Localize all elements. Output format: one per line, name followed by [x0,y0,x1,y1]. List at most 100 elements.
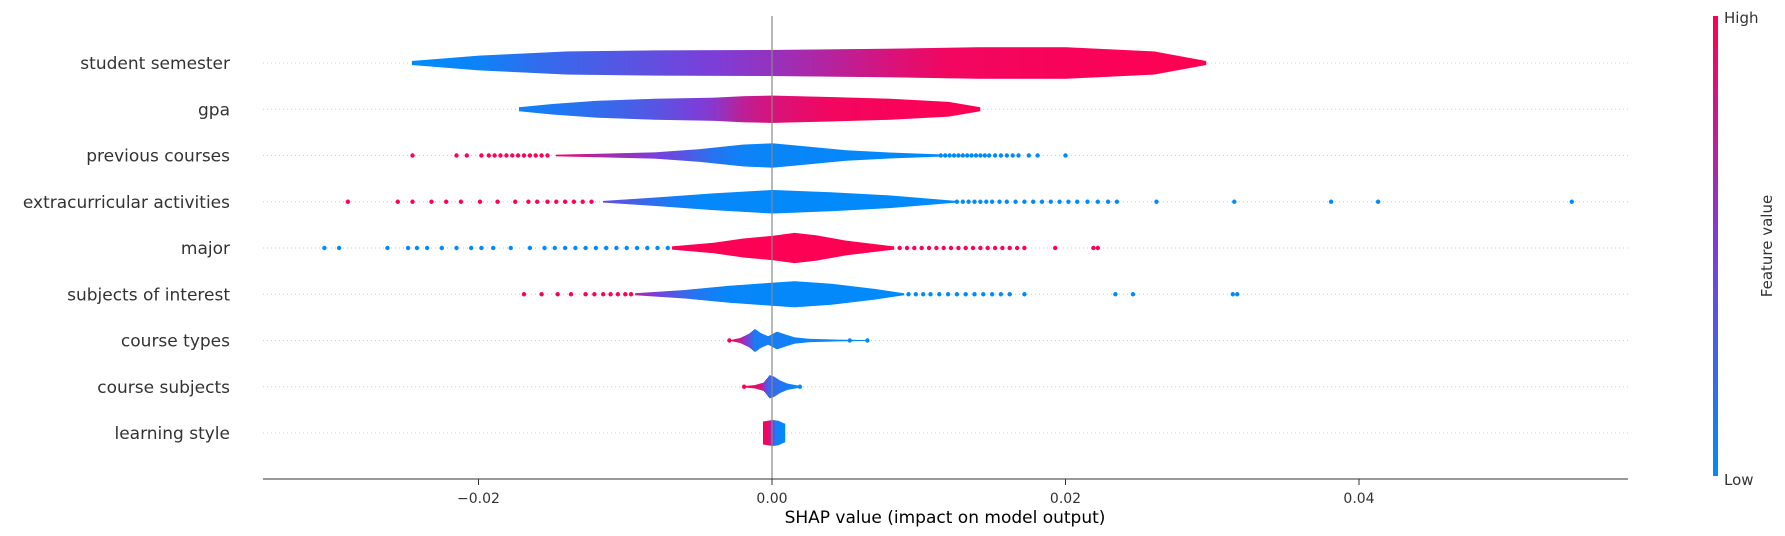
violin-slice [808,234,810,262]
violin-slice [649,152,651,159]
violin-slice [902,153,904,158]
violin-slice [543,104,545,114]
violin-slice [851,193,853,211]
violin-slice [719,50,721,76]
violin-slice [1171,54,1173,72]
violin-slice [658,197,660,207]
violin-slice [882,245,884,251]
violin-slice [972,47,974,79]
violin-slice [654,197,656,206]
violin-slice [743,238,745,258]
violin-slice [774,143,776,168]
violin-slice [617,50,619,76]
violin-slice [682,150,684,161]
violin-slice [968,47,970,79]
violin-slice [505,54,507,72]
violin-slice [905,48,907,78]
violin-slice [852,150,854,161]
violin-slice [620,199,622,204]
violin-slice [625,153,627,158]
violin-slice [900,48,902,78]
violin-slice [768,236,770,260]
violin-slice [875,151,877,160]
violin-slice [945,101,947,117]
violin-slice [497,54,499,72]
violin-slice [812,282,814,307]
violin-slice [781,95,783,123]
violin-slice [773,333,775,348]
violin-slice [1092,48,1094,78]
violin-slice [877,289,879,300]
violin-slice [865,287,867,301]
violin-slice [957,103,959,116]
violin-slice [656,98,658,120]
violin-slice [726,97,728,122]
violin-slice [835,97,837,122]
violin-slice [634,50,636,76]
violin-slice [778,420,780,446]
violin-slice [773,49,775,77]
outlier-dot-low [1375,199,1381,204]
violin-slice [655,50,657,76]
violin-slice [865,243,867,253]
violin-slice [759,143,761,168]
violin-slice [775,282,777,306]
violin-slice [874,288,876,300]
violin-slice [634,198,636,205]
violin-slice [1003,47,1005,79]
violin-slice [757,95,759,123]
violin-slice [550,104,552,115]
violin-slice [819,49,821,77]
violin-slice [719,286,721,302]
violin-slice [770,375,772,398]
violin-slice [484,55,486,71]
violin-slice [813,96,815,122]
violin-slice [901,48,903,78]
violin-slice [790,49,792,77]
violin-slice [635,99,637,120]
violin-slice [611,200,613,204]
violin-slice [777,235,779,261]
outlier-dot-high [554,199,559,204]
violin-slice [779,190,781,214]
violin-slice [760,236,762,260]
violin-slice [1075,47,1077,79]
violin-slice [873,243,875,253]
violin-slice [599,51,601,75]
outlier-dot-high [477,199,483,204]
violin-slice [866,243,868,253]
violin-slice [831,192,833,212]
violin-slice [1139,50,1141,76]
violin-slice [903,99,905,120]
violin-slice [524,106,526,112]
violin-slice [660,50,662,76]
violin-slice [1032,47,1034,79]
violin-slice [664,151,666,160]
violin-slice [753,96,755,123]
violin-slice [1022,47,1024,79]
violin-slice [845,240,847,256]
violin-slice [666,196,668,207]
violin-slice [684,50,686,76]
violin-slice [910,99,912,119]
violin-slice [789,144,791,167]
violin-slice [533,105,535,113]
violin-slice [610,153,612,158]
violin-slice [884,195,886,209]
violin-slice [513,54,515,72]
violin-slice [846,49,848,77]
violin-slice [763,95,765,123]
violin-slice [856,339,858,342]
outlier-dot-high [956,245,961,251]
violin-slice [708,50,710,76]
violin-slice [850,150,852,161]
violin-slice [782,422,784,444]
outlier-dot-low [469,245,474,251]
outlier-dot-low [604,245,609,251]
violin-slice [710,243,712,253]
violin-slice [708,243,710,253]
violin-slice [659,50,661,76]
violin-slice [826,49,828,77]
violin-slice [750,332,752,349]
violin-slice [825,192,827,212]
